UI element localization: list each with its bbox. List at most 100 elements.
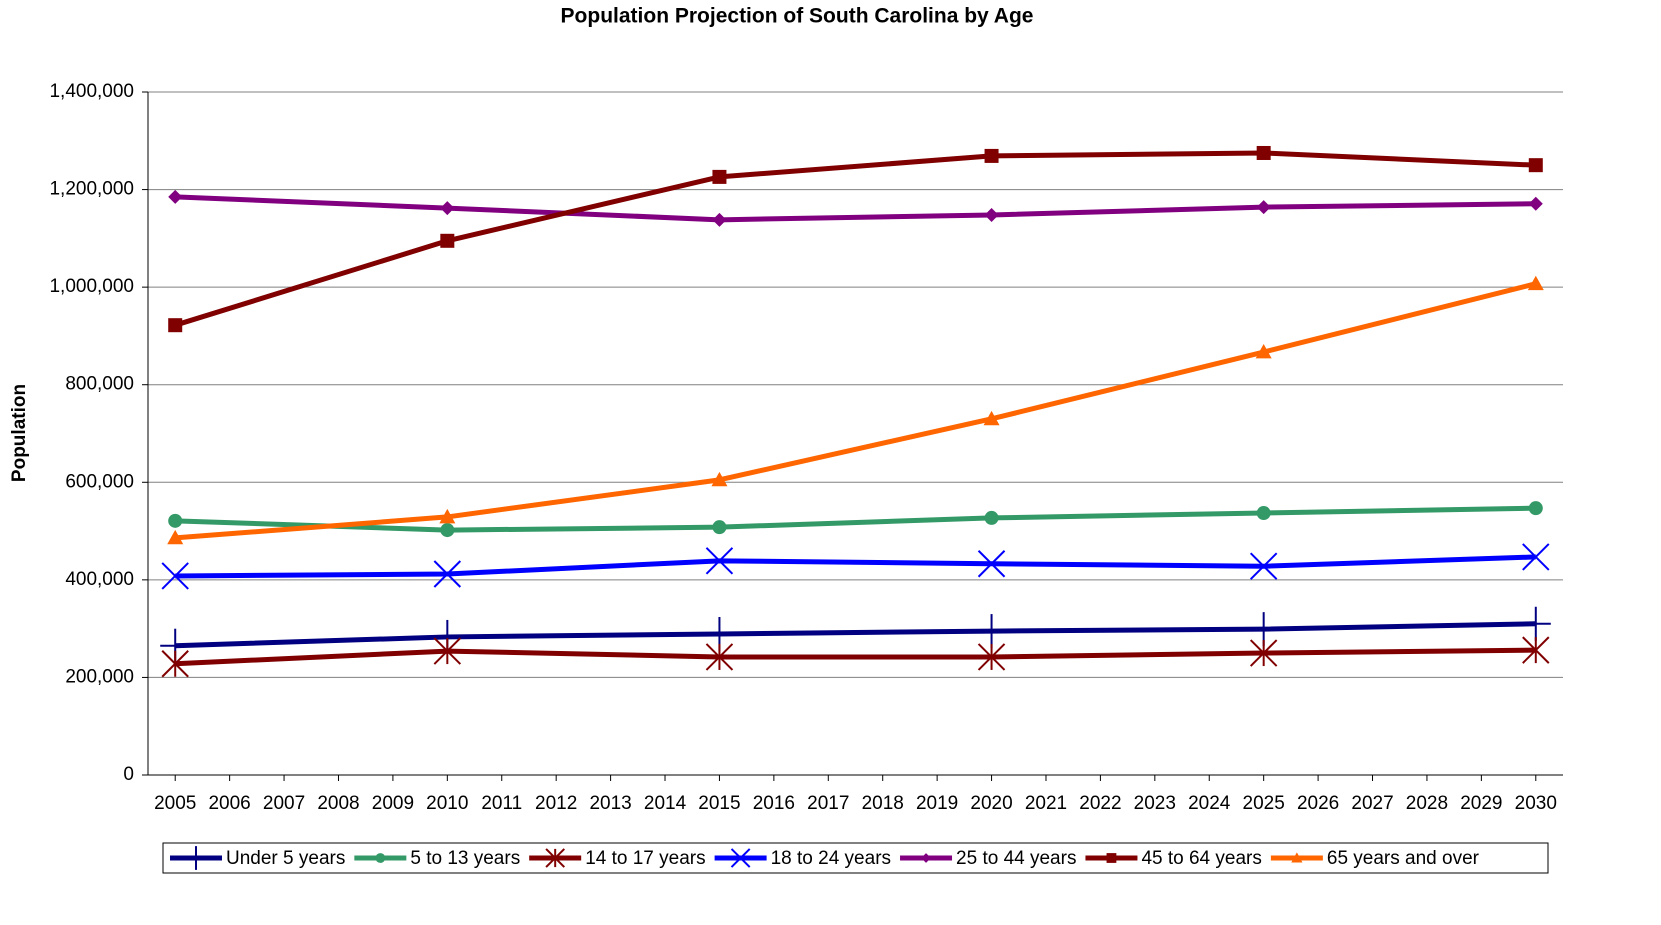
marker [1528,501,1543,516]
x-tick-label: 2017 [807,793,849,814]
x-tick-label: 2028 [1406,793,1448,814]
marker [1528,196,1543,211]
marker-part [440,523,455,538]
x-tick-label: 2020 [970,793,1012,814]
marker [730,848,751,868]
x-tick-label: 2030 [1515,793,1557,814]
marker [711,471,728,487]
y-tick-label: 1,200,000 [49,179,134,200]
x-tick-label: 2009 [372,793,414,814]
marker-part [705,547,734,575]
marker [1528,158,1543,173]
x-tick-label: 2016 [753,793,795,814]
series-line [175,621,1536,649]
marker-part [168,318,183,333]
marker [161,650,189,678]
marker [977,643,1006,671]
marker [983,410,1000,426]
marker [1527,275,1544,291]
y-tick-label: 200,000 [65,666,134,687]
marker [439,508,456,524]
marker [185,846,207,870]
marker-part [1528,501,1543,516]
marker [705,643,734,671]
marker-part [375,853,386,863]
marker-part [984,148,999,163]
series-line [175,554,1536,579]
series-line [175,281,1537,541]
marker [1106,853,1117,863]
marker-part [711,471,728,487]
y-tick-label: 800,000 [65,374,134,395]
marker [712,169,727,184]
series-line [175,505,1536,533]
marker [433,637,462,665]
legend-label: Under 5 years [226,848,345,869]
legend-label: 14 to 17 years [585,848,705,869]
legend-label: 65 years and over [1327,848,1480,869]
series-line [175,647,1536,667]
x-tick-label: 2012 [535,793,577,814]
x-tick-label: 2026 [1297,793,1339,814]
marker [1291,852,1303,863]
legend-label: 18 to 24 years [771,848,891,869]
marker-part [712,212,727,227]
marker [977,550,1006,578]
series-line [175,194,1536,223]
marker-part [1255,344,1272,359]
marker [168,318,183,333]
x-tick-label: 2021 [1025,793,1067,814]
x-tick-label: 2013 [589,793,631,814]
marker [984,207,999,222]
marker-part [1522,543,1550,571]
marker [712,212,727,227]
marker [1249,552,1278,580]
marker [1256,506,1271,521]
legend-label: 25 to 44 years [956,848,1076,869]
marker-part [1528,158,1543,173]
marker [1256,145,1271,160]
y-tick-label: 0 [123,764,134,785]
x-tick-label: 2008 [317,793,359,814]
marker-part [440,201,455,216]
legend-label: 5 to 13 years [410,848,520,869]
y-tick-label: 1,400,000 [49,81,134,102]
marker-part [168,513,183,528]
marker-part [921,853,931,863]
marker [167,529,184,545]
marker [168,513,183,528]
marker [921,853,931,863]
legend-label: 45 to 64 years [1141,848,1261,869]
marker [1520,606,1551,641]
marker [712,520,727,535]
marker [168,189,183,204]
marker [545,848,565,868]
y-tick-label: 400,000 [65,569,134,590]
marker-part [167,529,184,545]
x-tick-label: 2007 [263,793,305,814]
marker-part [712,520,727,535]
x-tick-label: 2006 [208,793,250,814]
marker-part [1249,552,1278,580]
marker [440,201,455,216]
marker-part [977,550,1006,578]
x-tick-label: 2014 [644,793,687,814]
marker [161,562,189,590]
x-tick-label: 2011 [481,793,522,814]
marker-part [161,562,189,590]
marker-part [730,848,751,868]
x-tick-label: 2023 [1134,793,1176,814]
y-tick-label: 1,000,000 [49,276,134,297]
marker [976,614,1007,649]
marker [1522,636,1550,664]
x-tick-label: 2027 [1351,793,1393,814]
x-tick-label: 2022 [1079,793,1121,814]
marker [440,523,455,538]
x-tick-label: 2018 [862,793,904,814]
marker [705,547,734,575]
marker [1522,543,1550,571]
marker-part [984,207,999,222]
marker-part [1256,145,1271,160]
x-tick-label: 2005 [154,793,196,814]
